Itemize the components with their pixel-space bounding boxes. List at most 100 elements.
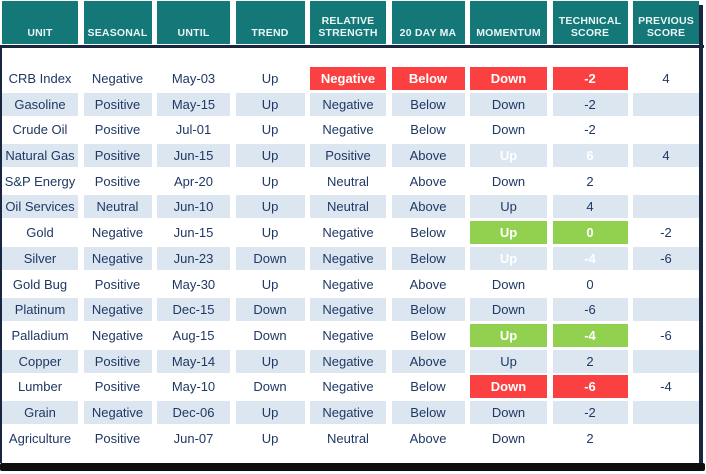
cell-technical_score: 2 [552,169,628,193]
table-row: Lumber Positive May-10 Down Negative Below Dow… [2,375,699,399]
table-row: Agriculture Positive Jun-07 Up Neutral Above D… [2,426,699,450]
cell-technical_score: -6 [552,375,628,399]
cell-unit: Copper [2,349,78,373]
cell-unit: Palladium [2,323,78,347]
cell-previous_score [633,349,699,373]
cell-until: May-03 [157,67,230,90]
cell-relative_strength: Neutral [310,195,386,219]
cell-technical_score: 6 [552,144,628,168]
cell-until: Jun-15 [157,144,230,168]
cell-ma20: Above [391,426,465,450]
cell-ma20: Below [391,221,465,245]
cell-trend: Up [235,400,305,424]
cell-relative_strength: Negative [310,375,386,399]
cell-technical_score: -2 [552,118,628,142]
cell-ma20: Below [391,92,465,116]
cell-momentum: Down [470,169,547,193]
cell-momentum: Up [470,323,547,347]
cell-trend: Down [235,298,305,322]
cell-relative_strength: Negative [310,221,386,245]
cell-trend: Up [235,272,305,296]
cell-until: May-30 [157,272,230,296]
column-header-label: TECHNICAL SCORE [558,14,622,40]
cell-technical_score: 2 [552,426,628,450]
cell-momentum: Down [470,426,547,450]
cell-ma20: Below [391,375,465,399]
cell-relative_strength: Negative [310,246,386,270]
column-header-previous_score: PREVIOUS SCORE [633,1,699,44]
cell-unit: CRB Index [2,67,78,90]
cell-previous_score [633,272,699,296]
cell-technical_score: -4 [552,323,628,347]
cell-relative_strength: Negative [310,272,386,296]
cell-previous_score: 4 [633,67,699,90]
cell-momentum: Up [470,221,547,245]
cell-technical_score: 0 [552,221,628,245]
cell-momentum: Down [470,67,547,90]
cell-trend: Down [235,323,305,347]
cell-ma20: Above [391,195,465,219]
cell-until: May-14 [157,349,230,373]
column-header-relative_strength: RELATIVE STRENGTH [310,1,386,44]
cell-technical_score: -2 [552,400,628,424]
cell-previous_score: -6 [633,246,699,270]
table-frame-left [0,46,2,463]
cell-ma20: Below [391,400,465,424]
cell-momentum: Down [470,375,547,399]
cell-relative_strength: Neutral [310,169,386,193]
cell-trend: Up [235,195,305,219]
cell-previous_score: -4 [633,375,699,399]
cell-seasonal: Positive [83,92,152,116]
cell-trend: Up [235,169,305,193]
cell-trend: Up [235,67,305,90]
table-row: Silver Negative Jun-23 Down Negative Below Up -… [2,246,699,270]
cell-relative_strength: Negative [310,67,386,90]
cell-trend: Down [235,375,305,399]
cell-unit: Natural Gas [2,144,78,168]
cell-previous_score [633,400,699,424]
cell-until: Apr-20 [157,169,230,193]
column-header-unit: UNIT [2,1,78,44]
cell-previous_score [633,298,699,322]
column-header-technical_score: TECHNICAL SCORE [552,1,628,44]
table-frame-bottom [0,463,705,471]
cell-relative_strength: Neutral [310,426,386,450]
cell-until: Jun-10 [157,195,230,219]
cell-seasonal: Negative [83,323,152,347]
column-header-until: UNTIL [157,1,230,44]
cell-relative_strength: Negative [310,349,386,373]
column-header-label: MOMENTUM [476,27,541,40]
cell-technical_score: 0 [552,272,628,296]
table-row: Oil Services Neutral Jun-10 Up Neutral Above U… [2,195,699,219]
cell-until: Jun-07 [157,426,230,450]
cell-technical_score: 4 [552,195,628,219]
cell-seasonal: Positive [83,375,152,399]
cell-previous_score [633,118,699,142]
cell-until: May-10 [157,375,230,399]
table-row: Grain Negative Dec-06 Up Negative Below Down -2 [2,400,699,424]
cell-unit: Lumber [2,375,78,399]
cell-unit: Oil Services [2,195,78,219]
cell-until: May-15 [157,92,230,116]
cell-ma20: Above [391,272,465,296]
cell-trend: Up [235,118,305,142]
cell-technical_score: 2 [552,349,628,373]
cell-seasonal: Negative [83,298,152,322]
cell-technical_score: -6 [552,298,628,322]
cell-unit: Silver [2,246,78,270]
column-header-momentum: MOMENTUM [470,1,547,44]
cell-momentum: Up [470,144,547,168]
cell-until: Jun-23 [157,246,230,270]
table-body: CRB Index Negative May-03 Up Negative Below Do… [2,67,699,450]
cell-previous_score: -2 [633,221,699,245]
cell-previous_score [633,92,699,116]
cell-trend: Up [235,426,305,450]
table-row: Gasoline Positive May-15 Up Negative Below Dow… [2,92,699,116]
column-header-label: UNIT [27,27,53,40]
cell-momentum: Up [470,349,547,373]
cell-trend: Up [235,144,305,168]
cell-previous_score: 4 [633,144,699,168]
cell-momentum: Up [470,195,547,219]
column-header-label: UNTIL [177,27,210,40]
